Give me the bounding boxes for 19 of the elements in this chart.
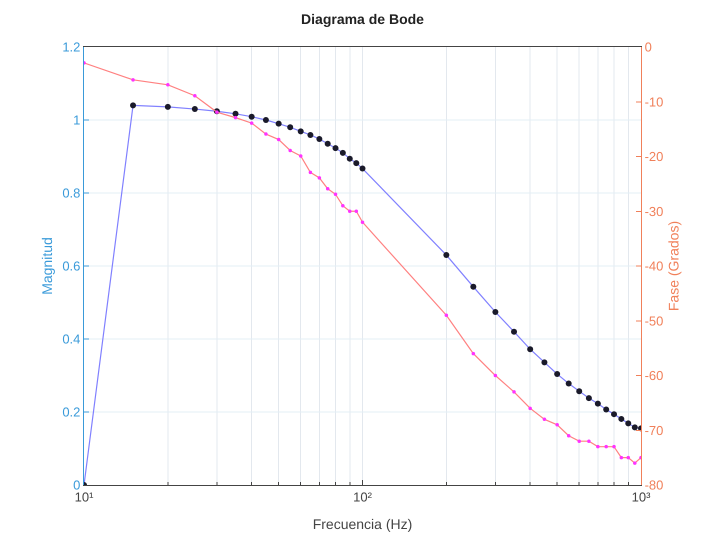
y-tick-label: 0.8: [62, 186, 80, 201]
y-tick-label: 0.4: [62, 332, 80, 347]
y-tick-label: 0.6: [62, 258, 80, 274]
y2-tick-label: -10: [644, 94, 664, 110]
y2-tick-label: -70: [644, 422, 664, 438]
y2-axis-title: Fase (Grados): [666, 220, 682, 312]
y-axis-title: Magnitud: [38, 237, 55, 295]
y2-tick-label: 0: [644, 40, 652, 55]
y2-tick-label: -30: [644, 204, 664, 219]
y2-tick-label: -60: [644, 368, 664, 384]
y2-tick-label: -20: [644, 149, 664, 164]
y2-tick-label: -40: [644, 258, 664, 274]
chart-title: Diagrama de Bode: [301, 10, 424, 27]
y-tick-label: 1: [73, 112, 80, 128]
x-tick-label: 10²: [353, 490, 373, 505]
y-tick-label: 0.2: [62, 404, 80, 420]
y2-tick-label: -50: [644, 313, 664, 328]
x-axis-title: Frecuencia (Hz): [312, 516, 412, 532]
y-tick-label: 1.2: [62, 40, 80, 55]
